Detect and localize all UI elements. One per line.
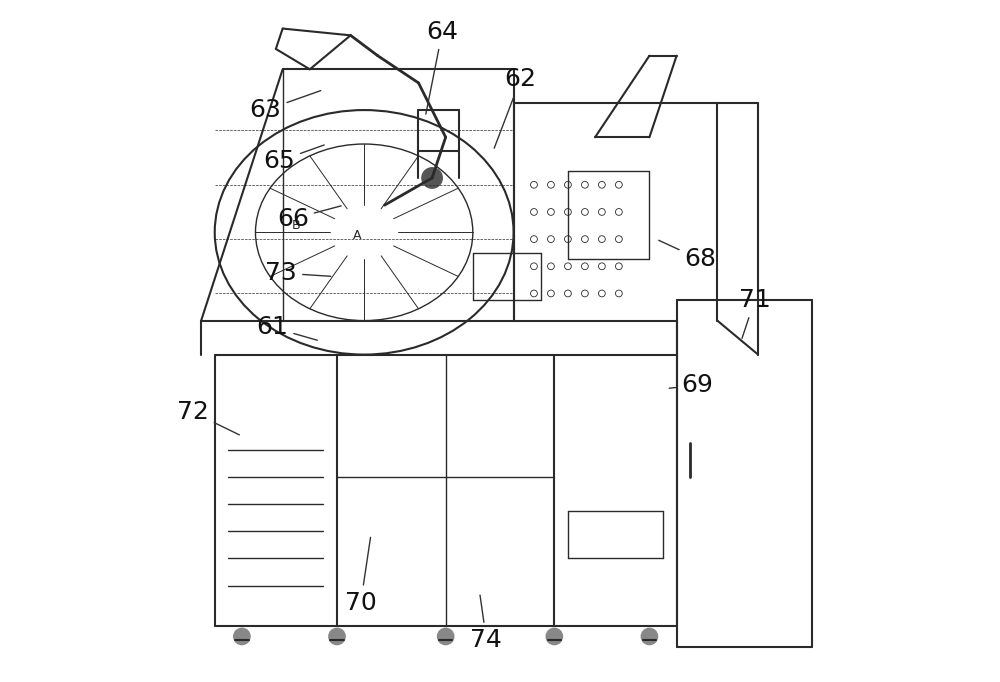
Circle shape [641,628,658,644]
Text: 68: 68 [659,240,716,271]
Text: 63: 63 [250,91,321,122]
Text: 64: 64 [426,20,458,114]
Text: A: A [353,229,362,242]
Text: 69: 69 [669,373,713,397]
Circle shape [234,628,250,644]
Text: 66: 66 [277,206,341,231]
Text: 71: 71 [739,288,771,338]
Text: 62: 62 [494,68,536,148]
Text: 70: 70 [345,537,377,614]
Circle shape [438,628,454,644]
Text: 72: 72 [177,400,239,435]
Text: B: B [292,219,301,232]
Circle shape [329,628,345,644]
Text: 61: 61 [257,315,317,340]
Text: 65: 65 [263,145,324,173]
Text: 74: 74 [470,595,502,652]
Circle shape [546,628,562,644]
Text: 73: 73 [265,261,331,285]
Circle shape [422,168,442,188]
